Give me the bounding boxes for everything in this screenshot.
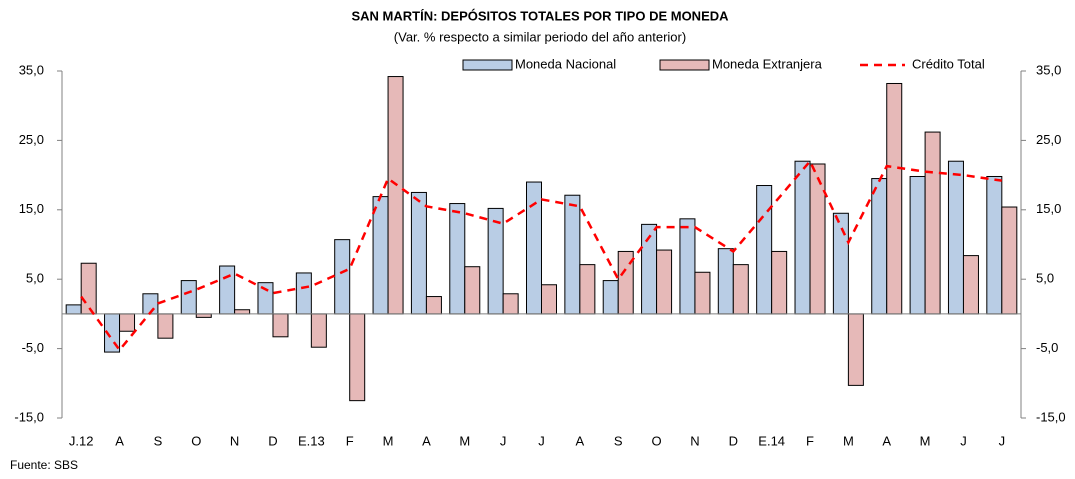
bar bbox=[694, 271, 711, 315]
bar bbox=[947, 160, 964, 315]
bar bbox=[717, 248, 734, 315]
bar bbox=[80, 262, 97, 315]
x-tick-label: A bbox=[422, 433, 431, 448]
bar bbox=[502, 293, 519, 315]
bar bbox=[732, 264, 749, 315]
legend-swatch bbox=[659, 59, 710, 71]
x-tick-label: F bbox=[346, 433, 354, 448]
bar bbox=[65, 304, 82, 315]
x-tick-label: E.14 bbox=[758, 433, 785, 448]
x-tick-label: J.12 bbox=[69, 433, 94, 448]
bar bbox=[449, 203, 466, 315]
bar bbox=[602, 280, 619, 315]
x-tick-label: E.13 bbox=[298, 433, 325, 448]
bar bbox=[425, 296, 442, 315]
x-tick-label: M bbox=[843, 433, 854, 448]
bar bbox=[794, 160, 811, 315]
bar bbox=[334, 239, 351, 315]
x-tick-label: N bbox=[230, 433, 239, 448]
bar bbox=[119, 313, 136, 332]
source: Fuente: SBS bbox=[10, 458, 78, 472]
bar bbox=[541, 284, 557, 315]
bar bbox=[526, 181, 542, 315]
bar bbox=[410, 191, 427, 315]
x-tick-label: J bbox=[960, 433, 967, 448]
bar bbox=[771, 250, 788, 315]
x-tick-label: F bbox=[806, 433, 814, 448]
x-tick-label: D bbox=[268, 433, 277, 448]
legend-label: Crédito Total bbox=[912, 56, 985, 71]
chart-title: SAN MARTÍN: DEPÓSITOS TOTALES POR TIPO D… bbox=[351, 8, 729, 23]
bar bbox=[924, 131, 941, 315]
legend-label: Moneda Extranjera bbox=[712, 56, 823, 71]
line-series bbox=[80, 158, 1002, 353]
y2-tick-label: -5,0 bbox=[1036, 340, 1058, 355]
y-tick-label: 25,0 bbox=[19, 132, 44, 147]
bar bbox=[679, 218, 696, 315]
x-tick-label: J bbox=[999, 433, 1006, 448]
x-tick-label: O bbox=[191, 433, 201, 448]
bar bbox=[809, 163, 826, 315]
bar bbox=[886, 82, 903, 315]
bar bbox=[1001, 206, 1018, 315]
y-tick-label: -5,0 bbox=[22, 340, 44, 355]
bar bbox=[656, 249, 673, 315]
bar bbox=[464, 266, 481, 315]
bar bbox=[487, 207, 504, 315]
x-tick-label: J bbox=[500, 433, 507, 448]
x-tick-label: A bbox=[115, 433, 124, 448]
y2-tick-label: 25,0 bbox=[1036, 132, 1061, 147]
bar bbox=[909, 175, 926, 315]
bar bbox=[579, 264, 596, 315]
bar bbox=[295, 272, 312, 315]
x-tick-label: D bbox=[729, 433, 738, 448]
legend-label: Moneda Nacional bbox=[515, 56, 616, 71]
y2-tick-label: 35,0 bbox=[1036, 62, 1061, 77]
bar bbox=[847, 313, 864, 386]
bar bbox=[257, 282, 274, 315]
bar bbox=[157, 313, 174, 339]
legend-swatch bbox=[462, 59, 513, 71]
y2-tick-label: -15,0 bbox=[1036, 409, 1066, 424]
y-tick-label: -15,0 bbox=[14, 409, 44, 424]
x-tick-label: N bbox=[690, 433, 699, 448]
bar bbox=[272, 313, 289, 338]
x-tick-label: M bbox=[383, 433, 394, 448]
bar bbox=[962, 255, 979, 315]
bar bbox=[564, 194, 581, 315]
x-tick-label: A bbox=[576, 433, 585, 448]
bar bbox=[986, 175, 1003, 315]
x-tick-label: O bbox=[652, 433, 662, 448]
chart-subtitle: (Var. % respecto a similar periodo del a… bbox=[394, 29, 686, 44]
bar bbox=[234, 309, 251, 315]
x-tick-label: S bbox=[614, 433, 623, 448]
bar bbox=[195, 313, 212, 318]
bar bbox=[871, 178, 888, 315]
bar bbox=[180, 280, 197, 315]
x-tick-label: A bbox=[882, 433, 891, 448]
x-tick-label: J bbox=[538, 433, 545, 448]
bar bbox=[219, 265, 236, 315]
bar bbox=[310, 313, 327, 348]
y-tick-label: 35,0 bbox=[19, 62, 44, 77]
bar bbox=[756, 185, 773, 315]
y2-tick-label: 5,0 bbox=[1036, 271, 1054, 286]
x-tick-label: S bbox=[154, 433, 163, 448]
bar bbox=[387, 76, 404, 315]
y2-tick-label: 15,0 bbox=[1036, 201, 1061, 216]
x-tick-label: M bbox=[920, 433, 931, 448]
x-tick-label: M bbox=[459, 433, 470, 448]
y-tick-label: 15,0 bbox=[19, 201, 44, 216]
bar bbox=[349, 313, 366, 402]
y-tick-label: 5,0 bbox=[26, 271, 44, 286]
bar bbox=[372, 196, 389, 315]
